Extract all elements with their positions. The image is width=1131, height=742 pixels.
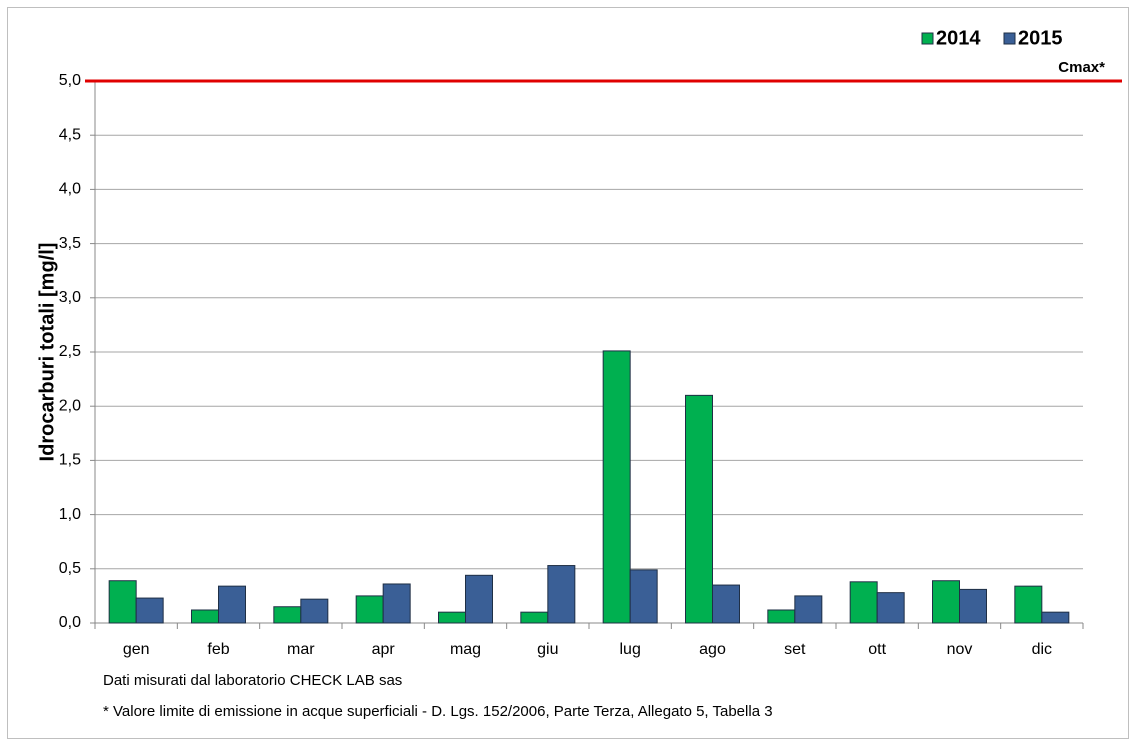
bar	[767, 609, 796, 624]
y-tick-label: 0,0	[59, 614, 81, 631]
note: * Valore limite di emissione in acque su…	[103, 703, 773, 720]
bar	[876, 592, 905, 624]
y-tick-label: 3,0	[59, 289, 81, 306]
bar	[685, 394, 713, 624]
y-axis-label: Idrocarburi totali [mg/l]	[36, 243, 58, 462]
y-tick-label: 1,5	[59, 452, 81, 469]
bar	[108, 580, 137, 624]
bar	[712, 584, 740, 624]
y-tick-label: 2,5	[59, 343, 81, 360]
y-tick-label: 0,5	[59, 560, 81, 577]
bar	[794, 595, 823, 624]
bar	[273, 606, 302, 624]
y-tick-label: 1,0	[59, 506, 81, 523]
bar	[602, 350, 631, 624]
x-tick-label: nov	[947, 641, 973, 658]
bar	[520, 611, 549, 624]
x-tick-label: lug	[619, 641, 640, 658]
x-tick-label: dic	[1032, 641, 1052, 658]
bar	[218, 585, 246, 624]
bar	[465, 574, 493, 624]
bar	[135, 597, 164, 624]
y-tick-label: 4,5	[59, 126, 81, 143]
bar	[438, 611, 466, 624]
note: Dati misurati dal laboratorio CHECK LAB …	[103, 672, 402, 689]
y-tick-label: 3,5	[59, 235, 81, 252]
bar	[1041, 611, 1070, 624]
bar	[932, 580, 960, 624]
legend-label: 2014	[936, 27, 981, 49]
x-tick-label: giu	[537, 641, 558, 658]
x-tick-label: gen	[123, 641, 150, 658]
x-tick-label: mar	[287, 641, 315, 658]
bar	[959, 588, 987, 624]
bar	[1014, 585, 1043, 624]
legend-label: 2015	[1018, 27, 1063, 49]
y-tick-label: 5,0	[59, 72, 81, 89]
bar	[355, 595, 384, 624]
legend-swatch	[921, 32, 934, 45]
limit-label: Cmax*	[1058, 59, 1105, 76]
x-tick-label: ott	[868, 641, 886, 658]
y-tick-label: 2,0	[59, 397, 81, 414]
bar	[547, 565, 576, 624]
bar	[849, 581, 878, 624]
x-tick-label: mag	[450, 641, 481, 658]
bar	[191, 609, 219, 624]
legend-swatch	[1003, 32, 1016, 45]
x-tick-label: feb	[207, 641, 229, 658]
x-tick-label: apr	[372, 641, 396, 658]
bar	[629, 569, 658, 624]
y-tick-label: 4,0	[59, 181, 81, 198]
x-tick-label: set	[784, 641, 806, 658]
x-tick-label: ago	[699, 641, 726, 658]
chart-border	[7, 7, 1129, 739]
bar	[382, 583, 411, 624]
bar	[300, 598, 329, 624]
